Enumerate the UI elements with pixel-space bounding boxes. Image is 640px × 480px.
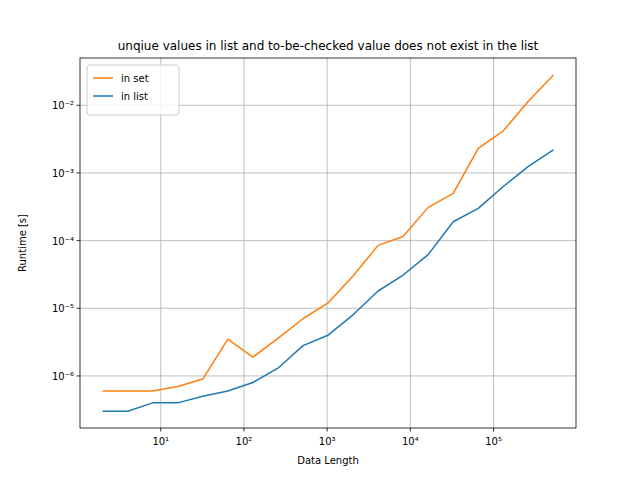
tick (410, 428, 411, 432)
grid-line (410, 58, 411, 428)
tick-label: 10⁻² (52, 100, 74, 111)
tick-label: 10⁻⁴ (52, 236, 74, 247)
series-line (103, 150, 554, 412)
grid-line (80, 240, 576, 241)
tick (160, 428, 161, 432)
grid-line (80, 172, 576, 173)
background (0, 0, 640, 480)
legend-box (87, 65, 179, 115)
tick-label: 10⁴ (402, 436, 419, 447)
tick-label: 10³ (319, 436, 336, 447)
tick-label: 10² (236, 436, 253, 447)
tick (327, 428, 328, 432)
grid-line (80, 308, 576, 309)
grid (80, 58, 576, 428)
grid-line (493, 58, 494, 428)
frame (80, 58, 576, 428)
grid-line (243, 58, 244, 428)
tick (77, 172, 81, 173)
tick (77, 105, 81, 106)
legend: in set in list (87, 65, 179, 115)
y-label: Runtime [s] (17, 214, 28, 272)
tick-label: 10⁻⁵ (52, 303, 74, 314)
tick (77, 240, 81, 241)
series-line (103, 75, 554, 391)
lines (103, 75, 554, 411)
grid-line (327, 58, 328, 428)
tick (493, 428, 494, 432)
tick-label: 10⁻³ (52, 168, 74, 179)
tick-label: 10⁻⁶ (52, 371, 74, 382)
x-label: Data Length (297, 455, 359, 466)
legend-swatch (93, 95, 113, 97)
tick-label: 10⁵ (485, 436, 502, 447)
title: unqiue values in list and to-be-checked … (118, 39, 539, 53)
legend-label: in list (121, 91, 148, 102)
legend-label: in set (121, 73, 149, 84)
tick (77, 308, 81, 309)
grid-line (80, 375, 576, 376)
tick-label: 10¹ (152, 436, 169, 447)
tick (77, 375, 81, 376)
chart: 10¹ 10² 10³ 10⁴ 10⁵ 10⁻⁶ 10⁻⁵ 10⁻⁴ 10⁻³ 10⁻² unqiu… (0, 0, 640, 480)
legend-swatch (93, 77, 113, 79)
tick (243, 428, 244, 432)
